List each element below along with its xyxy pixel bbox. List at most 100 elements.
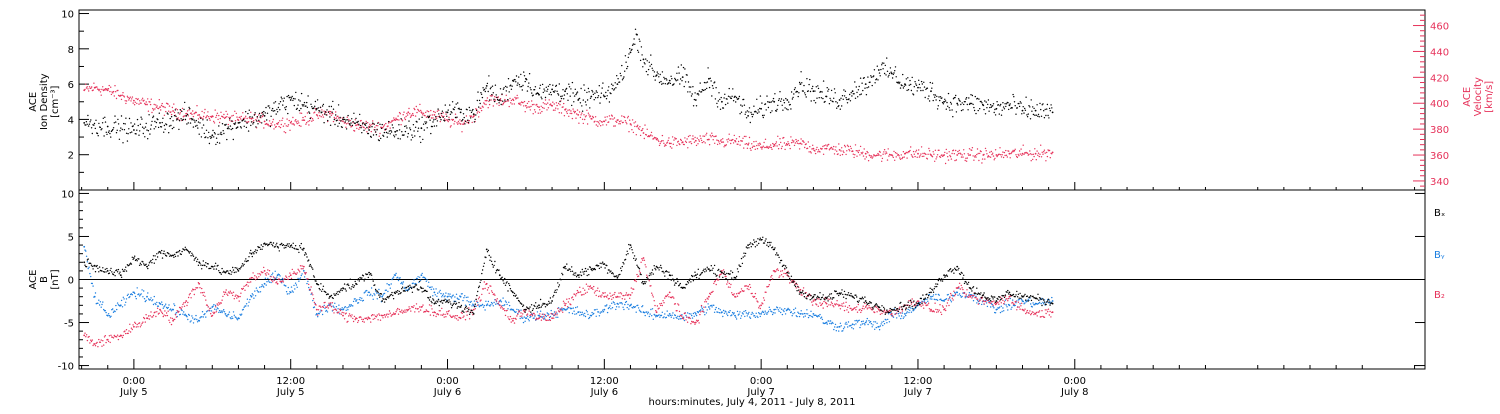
- data-point: [844, 95, 845, 96]
- data-point: [671, 315, 672, 316]
- data-point: [596, 90, 597, 91]
- data-point: [246, 118, 247, 119]
- data-point: [992, 153, 993, 154]
- data-point: [747, 288, 748, 289]
- data-point: [633, 289, 634, 290]
- data-point: [197, 287, 198, 288]
- data-point: [205, 299, 206, 300]
- data-point: [981, 102, 982, 103]
- data-point: [217, 308, 218, 309]
- data-point: [614, 304, 615, 305]
- data-point: [508, 78, 509, 79]
- data-point: [291, 97, 292, 98]
- data-point: [181, 306, 182, 307]
- data-point: [1002, 102, 1003, 103]
- data-point: [560, 96, 561, 97]
- data-point: [573, 299, 574, 300]
- data-point: [211, 316, 212, 317]
- data-point: [874, 82, 875, 83]
- data-point: [402, 120, 403, 121]
- data-point: [973, 107, 974, 108]
- data-point: [135, 296, 136, 297]
- data-point: [424, 115, 425, 116]
- data-point: [691, 95, 692, 96]
- data-point: [986, 150, 987, 151]
- data-point: [967, 109, 968, 110]
- data-point: [627, 117, 628, 118]
- data-point: [828, 144, 829, 145]
- data-point: [597, 288, 598, 289]
- data-point: [381, 315, 382, 316]
- data-point: [670, 146, 671, 147]
- data-point: [636, 34, 637, 35]
- data-point: [380, 295, 381, 296]
- data-point: [645, 264, 646, 265]
- data-point: [329, 304, 331, 306]
- data-point: [419, 277, 420, 278]
- data-point: [795, 87, 796, 88]
- data-point: [378, 289, 379, 290]
- data-point: [264, 115, 266, 117]
- data-point: [237, 295, 238, 296]
- data-point: [323, 111, 324, 112]
- data-point: [760, 108, 762, 110]
- data-point: [544, 103, 545, 104]
- data-point: [971, 103, 972, 104]
- data-point: [631, 49, 632, 50]
- data-point: [731, 98, 732, 99]
- data-point: [226, 116, 227, 117]
- data-point: [713, 139, 714, 140]
- data-point: [706, 133, 707, 134]
- data-point: [792, 97, 793, 98]
- data-point: [814, 299, 815, 300]
- data-point: [123, 335, 124, 336]
- data-point: [1002, 307, 1003, 308]
- data-point: [647, 129, 648, 130]
- data-point: [721, 97, 722, 98]
- data-point: [1000, 104, 1001, 105]
- data-point: [456, 117, 457, 118]
- data-point: [705, 134, 706, 135]
- data-point: [1043, 151, 1044, 152]
- data-point: [775, 309, 776, 310]
- data-point: [1022, 110, 1024, 112]
- data-point: [122, 129, 123, 130]
- data-point: [260, 122, 261, 123]
- data-point: [322, 114, 323, 115]
- data-point: [453, 295, 454, 296]
- data-point: [615, 82, 616, 83]
- data-point: [247, 113, 248, 114]
- data-point: [420, 142, 421, 143]
- data-point: [982, 158, 983, 159]
- data-point: [851, 148, 852, 149]
- data-point: [833, 98, 834, 99]
- data-point: [307, 107, 308, 108]
- data-point: [419, 111, 420, 112]
- data-point: [737, 296, 738, 297]
- data-point: [783, 276, 784, 277]
- data-point: [188, 115, 189, 116]
- data-point: [348, 315, 349, 316]
- data-point: [272, 108, 273, 109]
- data-point: [147, 98, 148, 99]
- data-point: [383, 136, 384, 137]
- data-point: [516, 315, 517, 316]
- data-point: [920, 153, 921, 154]
- data-point: [368, 317, 369, 318]
- data-point: [261, 122, 262, 123]
- data-point: [675, 303, 676, 304]
- data-point: [110, 335, 111, 336]
- data-point: [154, 108, 155, 109]
- data-point: [484, 103, 485, 104]
- data-point: [874, 329, 875, 330]
- data-point: [511, 89, 512, 90]
- data-point: [93, 343, 94, 344]
- data-point: [618, 123, 619, 124]
- data-point: [215, 117, 216, 118]
- data-point: [435, 312, 436, 313]
- data-point: [814, 150, 815, 151]
- data-point: [481, 94, 482, 95]
- data-point: [394, 136, 395, 137]
- data-point: [138, 104, 139, 105]
- data-point: [220, 132, 221, 133]
